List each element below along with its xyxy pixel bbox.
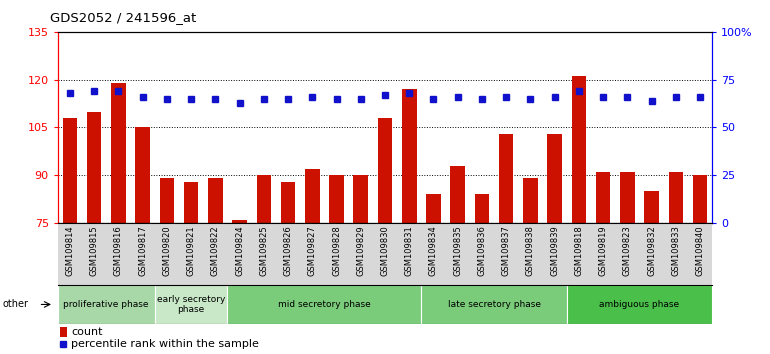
Text: GSM109840: GSM109840 xyxy=(695,225,705,275)
Bar xyxy=(60,327,66,337)
Text: percentile rank within the sample: percentile rank within the sample xyxy=(71,339,259,349)
Text: ambiguous phase: ambiguous phase xyxy=(600,300,680,309)
Text: other: other xyxy=(2,299,28,309)
Bar xyxy=(596,172,611,223)
Text: GSM109817: GSM109817 xyxy=(138,225,147,276)
Text: proliferative phase: proliferative phase xyxy=(63,300,149,309)
Bar xyxy=(58,285,155,324)
Bar xyxy=(62,118,77,223)
Bar xyxy=(547,134,562,223)
Bar xyxy=(668,172,683,223)
Bar xyxy=(155,285,227,324)
Bar xyxy=(281,182,296,223)
Text: GSM109836: GSM109836 xyxy=(477,225,487,276)
Text: GSM109827: GSM109827 xyxy=(308,225,316,276)
Bar xyxy=(499,134,514,223)
Text: GSM109833: GSM109833 xyxy=(671,225,681,276)
Bar xyxy=(378,118,392,223)
Bar xyxy=(523,178,537,223)
Text: GSM109830: GSM109830 xyxy=(380,225,390,276)
Text: GSM109820: GSM109820 xyxy=(162,225,172,275)
Bar xyxy=(644,191,659,223)
Text: GSM109821: GSM109821 xyxy=(186,225,196,275)
Bar xyxy=(184,182,199,223)
Bar xyxy=(567,285,712,324)
Bar xyxy=(571,76,586,223)
Bar xyxy=(427,194,440,223)
Text: count: count xyxy=(71,327,102,337)
Text: GSM109823: GSM109823 xyxy=(623,225,632,276)
Bar xyxy=(421,285,567,324)
Bar xyxy=(305,169,320,223)
Text: GDS2052 / 241596_at: GDS2052 / 241596_at xyxy=(50,11,196,24)
Bar xyxy=(450,166,465,223)
Text: GSM109824: GSM109824 xyxy=(235,225,244,275)
Text: GSM109814: GSM109814 xyxy=(65,225,75,275)
Bar xyxy=(474,194,489,223)
Text: GSM109832: GSM109832 xyxy=(647,225,656,276)
Bar xyxy=(87,112,102,223)
Bar xyxy=(256,175,271,223)
Bar xyxy=(159,178,174,223)
Bar xyxy=(353,175,368,223)
Text: GSM109831: GSM109831 xyxy=(405,225,413,276)
Text: GSM109825: GSM109825 xyxy=(259,225,268,275)
Bar xyxy=(233,220,247,223)
Bar xyxy=(136,127,150,223)
Text: GSM109838: GSM109838 xyxy=(526,225,535,276)
Text: GSM109837: GSM109837 xyxy=(502,225,511,276)
Text: GSM109839: GSM109839 xyxy=(551,225,559,276)
Bar xyxy=(402,89,417,223)
Text: GSM109816: GSM109816 xyxy=(114,225,123,276)
Bar xyxy=(620,172,634,223)
Bar xyxy=(693,175,708,223)
Text: GSM109826: GSM109826 xyxy=(283,225,293,276)
Bar xyxy=(208,178,223,223)
Text: GSM109815: GSM109815 xyxy=(89,225,99,275)
Text: GSM109822: GSM109822 xyxy=(211,225,219,275)
Text: GSM109834: GSM109834 xyxy=(429,225,438,276)
Text: GSM109828: GSM109828 xyxy=(332,225,341,276)
Text: mid secretory phase: mid secretory phase xyxy=(278,300,371,309)
Text: GSM109818: GSM109818 xyxy=(574,225,584,276)
Bar xyxy=(227,285,421,324)
Text: early secretory
phase: early secretory phase xyxy=(157,295,226,314)
Bar xyxy=(111,83,126,223)
Text: GSM109819: GSM109819 xyxy=(598,225,608,275)
Text: GSM109829: GSM109829 xyxy=(357,225,365,275)
Text: GSM109835: GSM109835 xyxy=(454,225,462,276)
Text: late secretory phase: late secretory phase xyxy=(447,300,541,309)
Bar xyxy=(330,175,343,223)
